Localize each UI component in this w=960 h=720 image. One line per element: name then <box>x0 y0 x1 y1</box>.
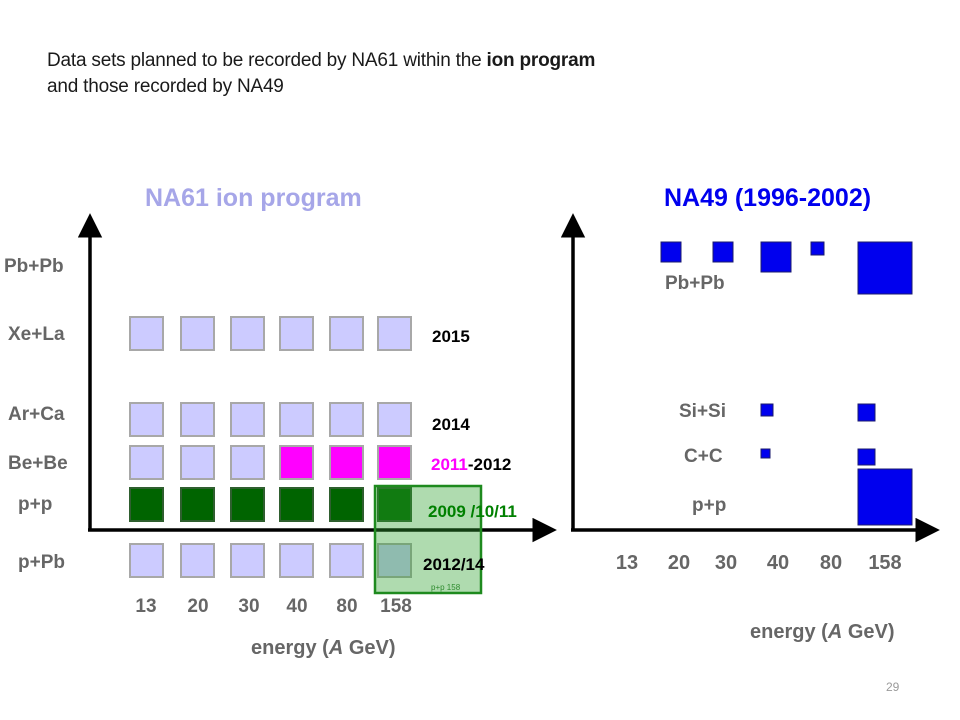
na61-box-ppb-30 <box>230 543 265 578</box>
na61-box-xela-158 <box>377 316 412 351</box>
na61-box-pp-40 <box>279 487 314 522</box>
na61-box-xela-20 <box>180 316 215 351</box>
na61-box-pp-30 <box>230 487 265 522</box>
na61-panel: NA61 ion program Pb+Pb Xe+La Ar+Ca Be+Be… <box>4 184 557 659</box>
na49-x-axis-label-prefix: energy ( <box>750 621 828 643</box>
year-label-pp: 2009 /10/11 <box>428 502 517 521</box>
na49-point-pp-158 <box>857 468 913 526</box>
na61-x-label-80: 80 <box>336 596 357 617</box>
na49-label-pbpb: Pb+Pb <box>665 273 725 294</box>
na49-panel: NA49 (1996-2002) Pb+Pb Si+Si C+C p+p <box>560 184 940 643</box>
intro-line-1: Data sets planned to be recorded by NA61… <box>47 48 595 74</box>
na61-x-label-158: 158 <box>380 596 412 617</box>
na61-box-bebe-30 <box>230 445 265 480</box>
na49-x-label-13: 13 <box>616 552 638 574</box>
na49-title: NA49 (1996-2002) <box>664 184 871 212</box>
na49-point-pbpb-80 <box>810 241 825 256</box>
na61-x-label-20: 20 <box>187 596 208 617</box>
na61-box-pp-20 <box>180 487 215 522</box>
na61-x-label-40: 40 <box>286 596 307 617</box>
na61-y-labels: Pb+Pb Xe+La Ar+Ca Be+Be p+p p+Pb <box>4 256 68 573</box>
na49-point-pbpb-30 <box>712 241 734 263</box>
intro-line-1-text: Data sets planned to be recorded by NA61… <box>47 50 487 71</box>
intro-line-1-bold: ion program <box>486 50 596 71</box>
na49-label-sisi: Si+Si <box>679 401 726 422</box>
na49-x-axis-label-italic: A <box>827 621 842 643</box>
na61-box-xela-40 <box>279 316 314 351</box>
na61-title: NA61 ion program <box>145 184 362 212</box>
na61-box-ppb-13 <box>129 543 164 578</box>
na49-point-sisi-158 <box>857 403 876 422</box>
na61-box-arca-158 <box>377 402 412 437</box>
na61-y-label-arca: Ar+Ca <box>8 404 65 425</box>
year-label-ppb: 2012/14 <box>423 555 485 574</box>
na61-box-pp-80 <box>329 487 364 522</box>
intro-text: Data sets planned to be recorded by NA61… <box>47 48 595 100</box>
na61-box-ppb-40 <box>279 543 314 578</box>
na61-box-xela-13 <box>129 316 164 351</box>
na61-box-xela-30 <box>230 316 265 351</box>
na61-x-axis-label: energy (A GeV) <box>251 637 396 659</box>
na49-x-axis-label: energy (A GeV) <box>750 621 895 643</box>
year-label-xela: 2015 <box>432 327 470 346</box>
na61-x-label-13: 13 <box>135 596 156 617</box>
na49-x-labels: 13 20 30 40 80 158 <box>616 552 902 574</box>
year-label-bebe: 2011-2012 <box>431 455 511 474</box>
na61-box-ppb-80 <box>329 543 364 578</box>
slide-number: 29 <box>886 680 900 694</box>
na61-x-axis-label-prefix: energy ( <box>251 637 329 659</box>
na61-box-xela-80 <box>329 316 364 351</box>
na49-x-label-40: 40 <box>767 552 789 574</box>
na61-x-labels: 13 20 30 40 80 158 <box>135 596 411 617</box>
na49-point-sisi-40 <box>760 403 774 417</box>
na49-x-label-158: 158 <box>868 552 901 574</box>
na61-box-bebe-13 <box>129 445 164 480</box>
intro-line-2: and those recorded by NA49 <box>47 76 284 97</box>
na61-box-ppb-158 <box>377 543 412 578</box>
na61-box-ppb-20 <box>180 543 215 578</box>
na61-box-bebe-40 <box>279 445 314 480</box>
na61-x-axis-label-italic: A <box>328 637 343 659</box>
na49-point-cc-40 <box>760 448 771 459</box>
na61-box-arca-80 <box>329 402 364 437</box>
na61-y-label-ppb: p+Pb <box>18 552 65 573</box>
year-label-bebe-end: -2012 <box>468 455 511 474</box>
na61-box-arca-20 <box>180 402 215 437</box>
na61-box-pp-158 <box>377 487 412 522</box>
na49-x-label-30: 30 <box>715 552 737 574</box>
na61-x-axis-label-suffix: GeV) <box>343 637 395 659</box>
na49-point-cc-158 <box>857 448 876 466</box>
year-label-arca: 2014 <box>432 415 470 434</box>
na49-point-pbpb-158 <box>857 241 913 295</box>
na61-box-bebe-158 <box>377 445 412 480</box>
na49-point-pbpb-20 <box>660 241 682 263</box>
na49-x-label-20: 20 <box>668 552 690 574</box>
na49-x-axis-label-suffix: GeV) <box>842 621 894 643</box>
year-label-bebe-start: 2011 <box>431 455 468 474</box>
na61-box-bebe-80 <box>329 445 364 480</box>
na61-year-labels: 2015 2014 2011-2012 2009 /10/11 2012/14 <box>423 327 517 574</box>
na61-y-label-pp: p+p <box>18 494 52 515</box>
na61-x-label-30: 30 <box>238 596 259 617</box>
na61-box-arca-30 <box>230 402 265 437</box>
na61-pp158-highlight <box>373 484 483 595</box>
na61-highlight-label: p+p 158 <box>431 583 461 592</box>
na49-data-points <box>660 241 913 526</box>
na61-boxes <box>129 316 412 578</box>
na49-label-cc: C+C <box>684 446 723 467</box>
na49-point-pbpb-40 <box>760 241 792 273</box>
na61-y-label-pbpb: Pb+Pb <box>4 256 64 277</box>
na61-box-arca-13 <box>129 402 164 437</box>
na61-y-label-bebe: Be+Be <box>8 453 68 474</box>
na61-box-arca-40 <box>279 402 314 437</box>
na49-system-labels: Pb+Pb Si+Si C+C p+p <box>665 273 726 516</box>
na61-box-bebe-20 <box>180 445 215 480</box>
na49-x-label-80: 80 <box>820 552 842 574</box>
na49-label-pp: p+p <box>692 495 726 516</box>
na61-y-label-xela: Xe+La <box>8 324 65 345</box>
na61-box-pp-13 <box>129 487 164 522</box>
